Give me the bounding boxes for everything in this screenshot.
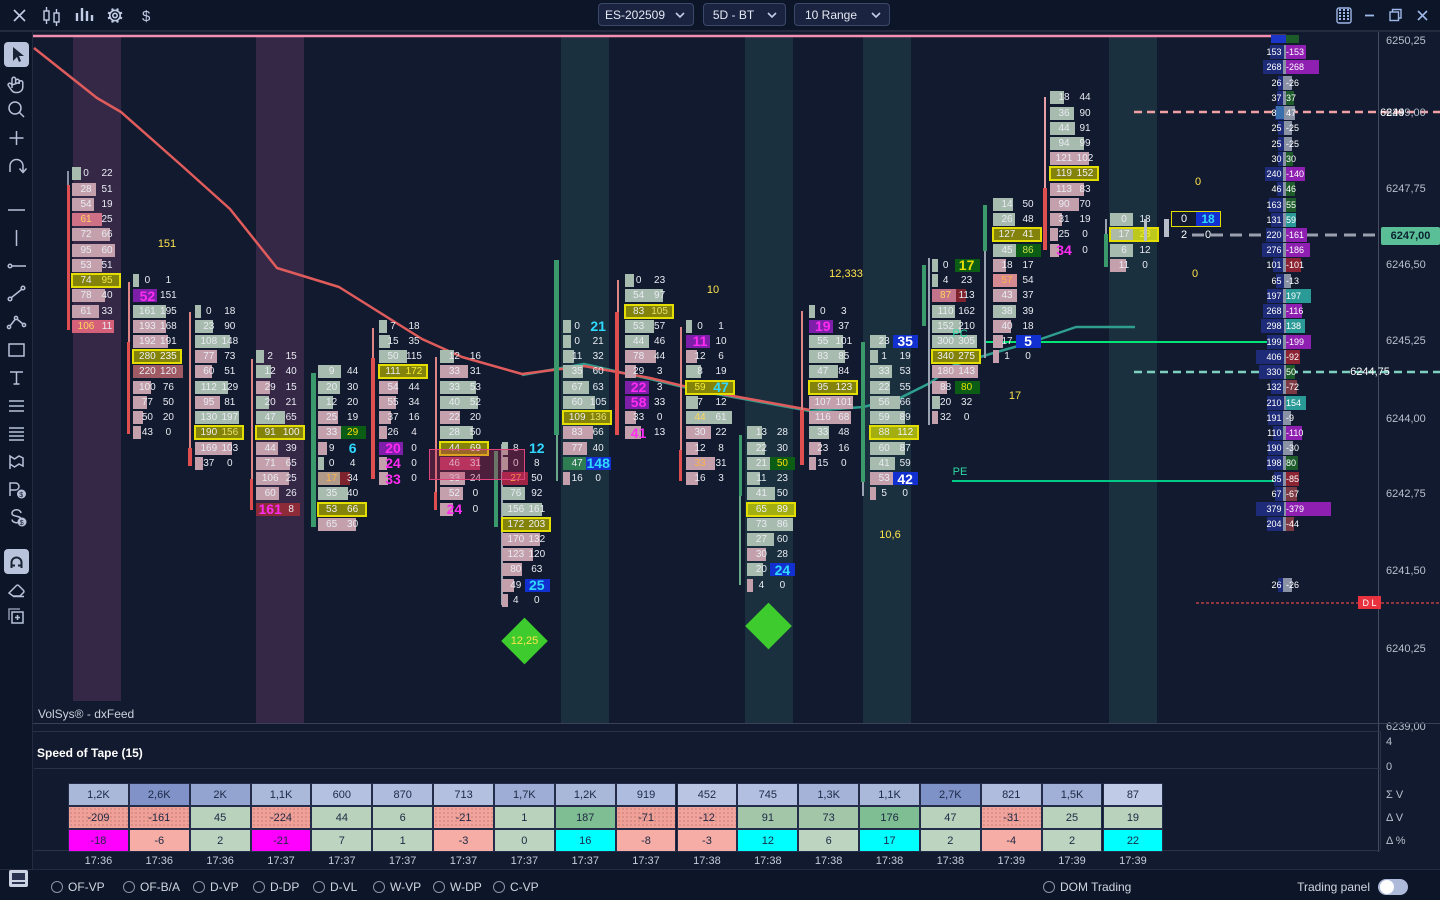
svg-text:$: $	[20, 520, 24, 527]
svg-text:$: $	[142, 8, 151, 25]
svg-text:$: $	[19, 492, 23, 499]
